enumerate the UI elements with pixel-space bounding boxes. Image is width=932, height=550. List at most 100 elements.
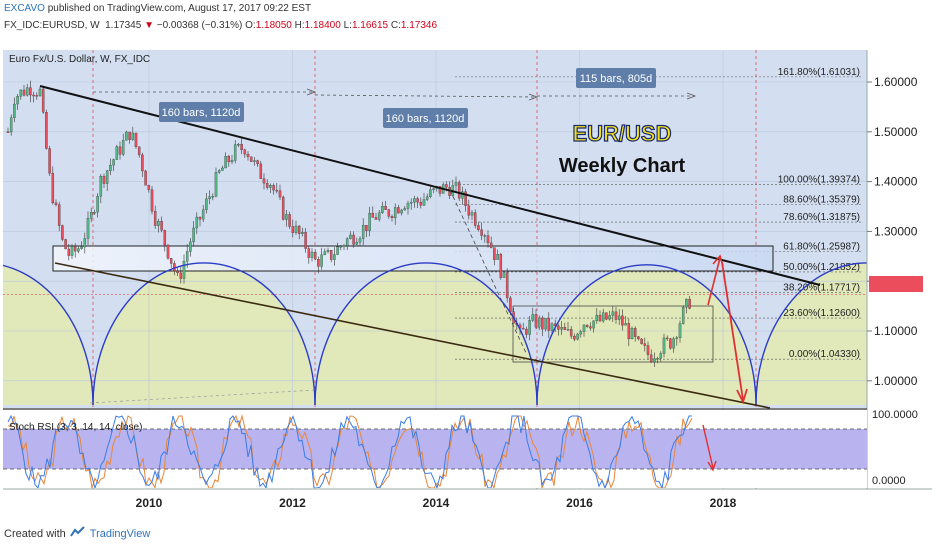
fib-level-label: 38.20%(1.17717) (783, 283, 860, 294)
candle-body (653, 358, 656, 363)
high-value: 1.18400 (304, 20, 341, 31)
candle-body (214, 172, 218, 197)
candle-body (630, 328, 634, 340)
candle-body (685, 298, 688, 308)
candle-body (281, 196, 285, 220)
candle-body (137, 146, 141, 156)
candle-body (147, 185, 151, 190)
publish-text: published on TradingView.com, August 17,… (47, 3, 312, 14)
candle-body (361, 225, 365, 239)
tradingview-brand-link[interactable]: TradingView (89, 527, 151, 540)
candle-body (339, 246, 343, 248)
fibonacci-levels: 161.80%(1.61031) 100.00%(1.39374) 88.60%(1… (455, 67, 862, 360)
candle-body (275, 189, 279, 192)
candle-body (16, 96, 19, 105)
candle-body (470, 212, 474, 216)
candle-body (19, 89, 23, 97)
candle-body (649, 354, 653, 363)
candle-body (528, 320, 531, 335)
time-axis[interactable] (3, 489, 867, 515)
fib-level-label: 61.80%(1.25987) (783, 241, 860, 252)
candle-body (601, 312, 605, 322)
candle-body (454, 182, 458, 186)
author-link[interactable]: EXCAVO (4, 3, 45, 14)
candle-body (185, 251, 189, 262)
candle-body (41, 88, 45, 113)
cycle-fill-area (93, 262, 315, 405)
candle-body (429, 189, 432, 197)
candle-body (592, 320, 595, 329)
base-line (89, 389, 316, 404)
fib-level-label: 88.60%(1.35379) (783, 195, 860, 206)
osc-arrow (702, 424, 714, 469)
candle-body (688, 298, 691, 309)
candle-body (611, 311, 615, 316)
candle-body (585, 324, 589, 327)
candle-body (665, 337, 669, 340)
symbol-label: FX_IDC:EURUSD, W (4, 20, 100, 31)
cycle-fill-area (537, 264, 756, 405)
candle-body (355, 242, 359, 245)
candle-body (643, 343, 647, 346)
candle-body (150, 189, 154, 212)
candle-body (320, 254, 323, 267)
candle-body (195, 216, 199, 229)
candle-body (105, 170, 109, 184)
candle-body (301, 232, 304, 234)
candle-body (579, 331, 583, 335)
series-legend[interactable]: Euro Fx/U.S. Dollar, W, FX_IDC (9, 54, 150, 65)
candle-body (128, 131, 131, 140)
candle-body (576, 333, 579, 340)
candle-body (467, 205, 471, 216)
candle-body (489, 242, 493, 248)
candle-body (352, 234, 355, 245)
year-tick-label: 2018 (710, 496, 737, 510)
candle-body (35, 95, 39, 97)
candle-body (589, 326, 592, 329)
candle-body (397, 207, 400, 214)
candle-body (345, 238, 349, 246)
open-value: 1.18050 (255, 20, 292, 31)
candle-body (621, 315, 624, 326)
candle-body (432, 188, 435, 190)
candle-body (358, 238, 362, 243)
candle-body (505, 272, 509, 299)
candle-body (368, 213, 371, 231)
candle-body (419, 201, 423, 206)
fib-level-label: 50.00%(1.21852) (783, 262, 860, 273)
year-ticks: 2010 2012 2014 2016 2018 (136, 496, 737, 510)
measure-label-1[interactable] (159, 102, 244, 122)
candle-body (672, 338, 675, 349)
candle-body (253, 160, 256, 162)
candle-body (67, 248, 71, 256)
candle-body (48, 148, 51, 174)
candle-body (29, 87, 32, 96)
candle-body (387, 209, 391, 217)
candle-body (89, 212, 93, 219)
lower-trendline[interactable] (54, 262, 771, 409)
high-label: H: (294, 20, 305, 31)
price-change: −0.00368 (−0.31%) (156, 20, 243, 31)
candle-body (6, 131, 10, 133)
candle-body (285, 214, 288, 220)
candle-body (681, 307, 685, 324)
candle-body (77, 248, 80, 252)
candle-body (550, 323, 554, 331)
candle-body (425, 196, 429, 200)
price-axis[interactable] (867, 50, 932, 490)
resistance-band[interactable] (52, 245, 774, 272)
oscillator-band (3, 429, 867, 469)
candle-body (333, 254, 336, 260)
candle-body (662, 337, 666, 354)
measure-label-2[interactable] (383, 108, 468, 128)
year-tick-label: 2016 (566, 496, 593, 510)
candle-body (678, 323, 682, 338)
measure-label-3[interactable] (576, 68, 656, 88)
candle-body (246, 153, 250, 157)
candle-body (153, 211, 157, 226)
oscillator-legend[interactable]: Stoch RSI (3, 3, 14, 14, close) (9, 422, 142, 433)
close-value: 1.17346 (400, 20, 438, 31)
created-with-text: Created with (4, 527, 66, 540)
candle-body (608, 315, 611, 320)
